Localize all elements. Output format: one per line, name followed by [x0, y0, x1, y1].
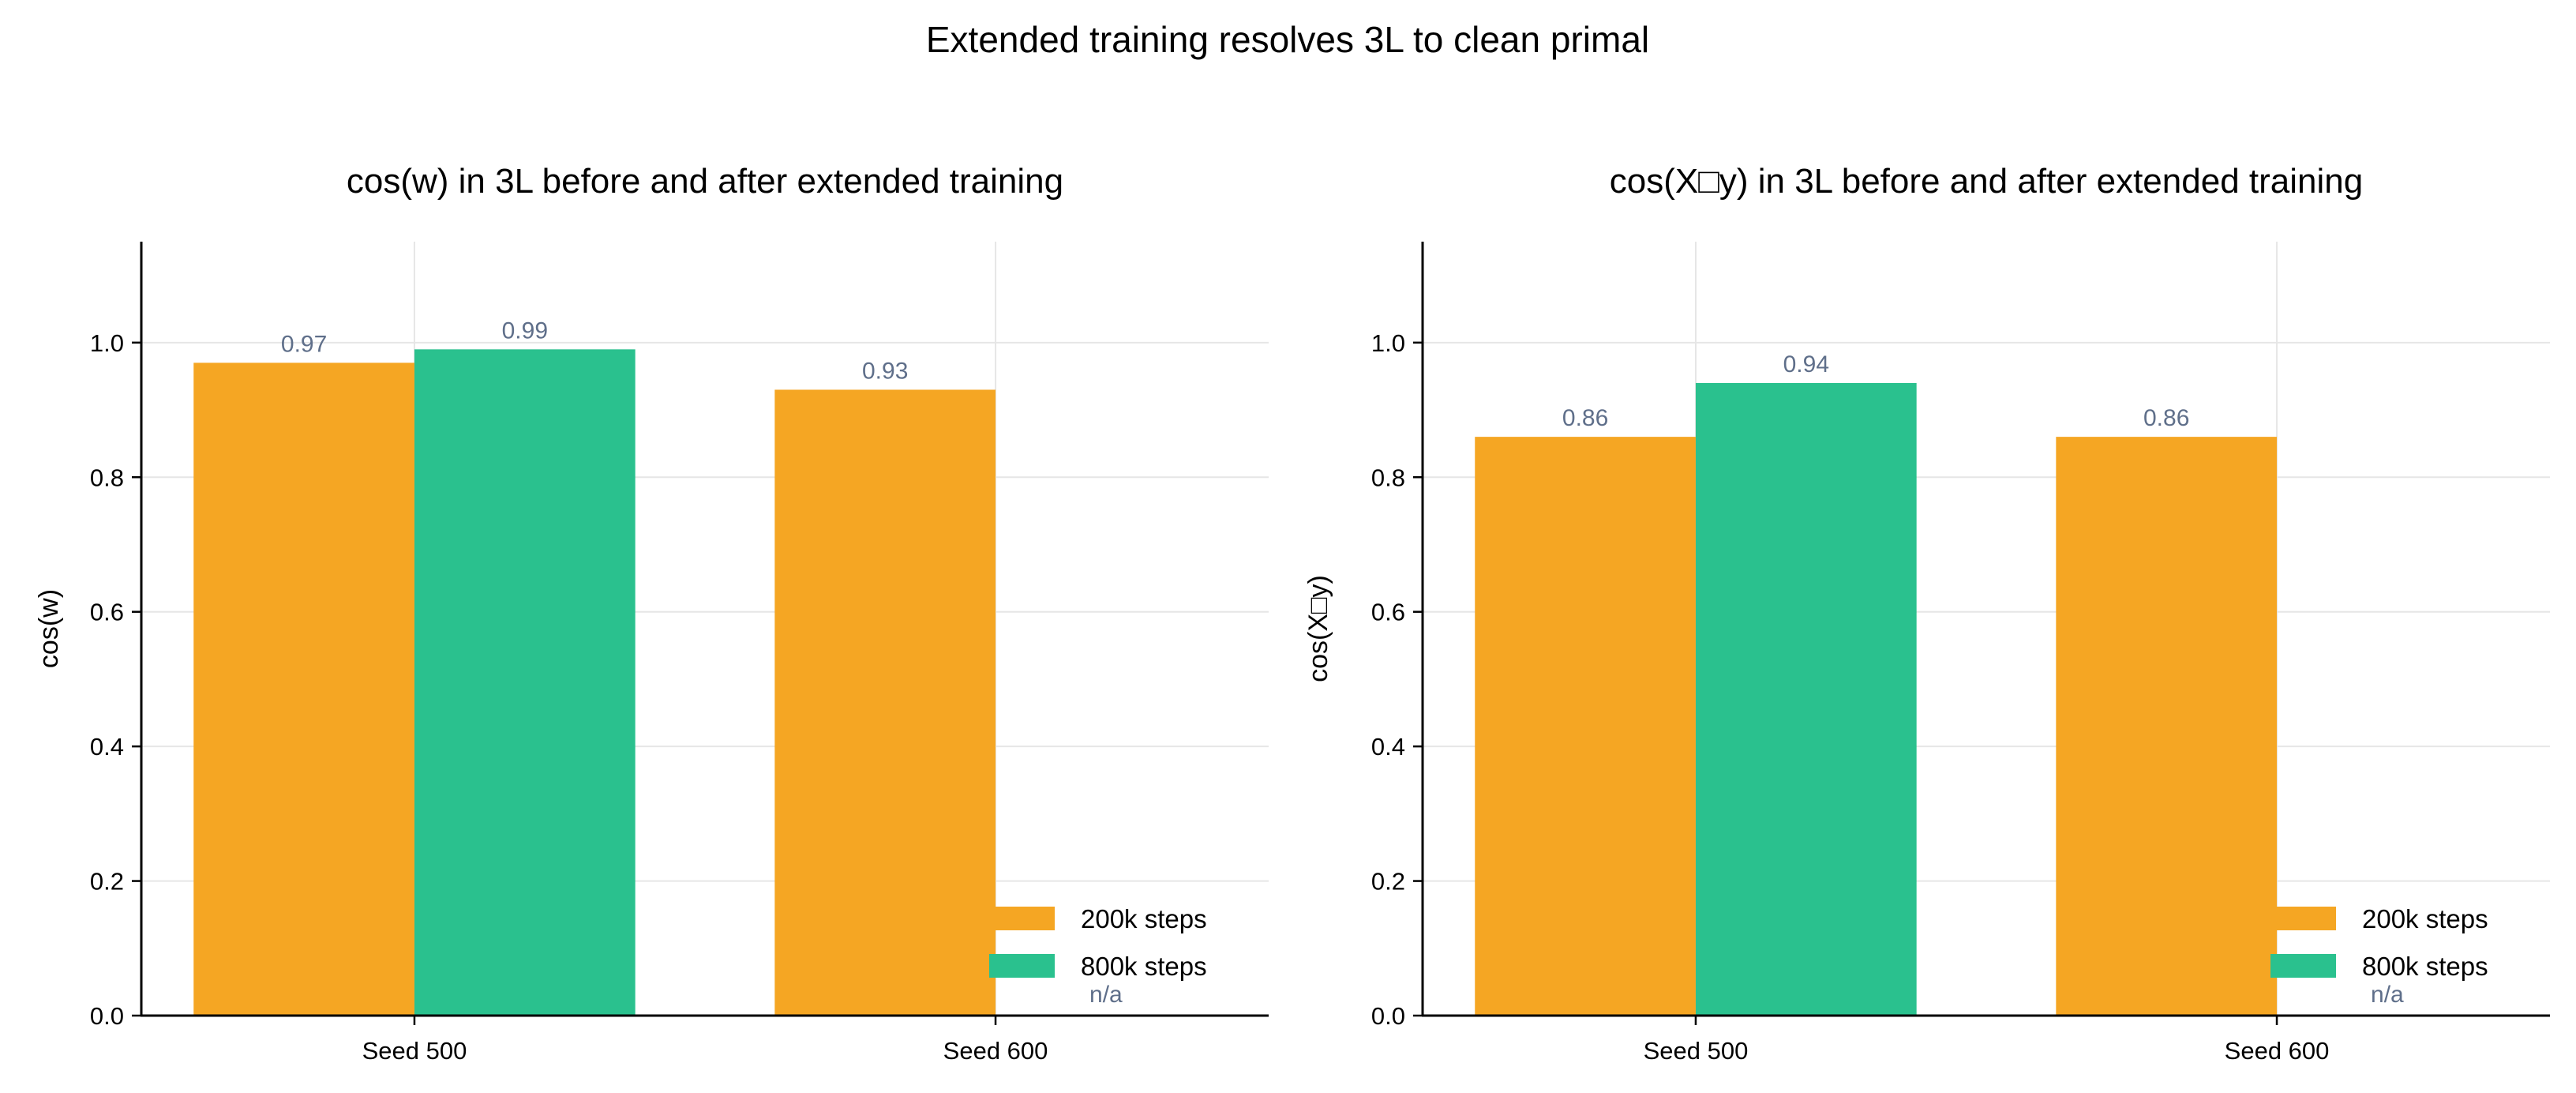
data-label: 0.86: [2143, 405, 2189, 431]
y-axis-label: cos(X□y): [1303, 575, 1333, 682]
panel-title: cos(X□y) in 3L before and after extended…: [1610, 162, 2363, 201]
x-tick-label: Seed 500: [362, 1037, 467, 1065]
data-label: 0.93: [862, 358, 908, 384]
bar-200k-steps-Seed-500: [193, 362, 414, 1016]
data-label: 0.97: [281, 331, 327, 357]
bar-800k-steps-Seed-500: [1695, 382, 1917, 1016]
x-tick-label: Seed 600: [2225, 1037, 2330, 1065]
legend-label: 800k steps: [1081, 952, 1207, 981]
y-tick-label: 0.6: [90, 599, 124, 626]
data-label: 0.86: [1562, 405, 1608, 431]
y-tick-label: 0.2: [1371, 868, 1405, 896]
legend-swatch-800k-steps: [2270, 954, 2336, 978]
data-label-na: n/a: [2371, 982, 2404, 1008]
y-tick-label: 0.0: [1371, 1002, 1405, 1030]
y-tick-label: 0.2: [90, 868, 124, 896]
legend: 200k steps 800k steps: [2270, 904, 2488, 981]
y-tick-label: 0.6: [1371, 599, 1405, 626]
data-label-na: n/a: [1089, 982, 1123, 1008]
y-tick-label: 1.0: [1371, 329, 1405, 357]
legend-label: 200k steps: [1081, 904, 1207, 933]
y-tick-label: 0.8: [1371, 464, 1405, 491]
legend-swatch-200k-steps: [2270, 907, 2336, 930]
y-tick-label: 0.0: [90, 1002, 124, 1030]
y-tick-label: 0.8: [90, 464, 124, 491]
panel-title: cos(w) in 3L before and after extended t…: [347, 162, 1063, 201]
legend-swatch-800k-steps: [989, 954, 1055, 978]
x-tick-label: Seed 600: [943, 1037, 1048, 1065]
legend-swatch-200k-steps: [989, 907, 1055, 930]
bar-200k-steps-Seed-600: [2056, 437, 2278, 1016]
bar-200k-steps-Seed-600: [774, 389, 996, 1016]
chart-panel-1: 0.97 0.93 0.99 n/a 0.0 0.2 0.4 0.6 0.8 1.0 Seed 50…: [34, 162, 1269, 1065]
legend-label: 200k steps: [2362, 904, 2488, 933]
legend-label: 800k steps: [2362, 952, 2488, 981]
figure-title: Extended training resolves 3L to clean p…: [926, 19, 1649, 60]
data-label: 0.99: [502, 317, 548, 344]
y-tick-label: 0.4: [1371, 733, 1405, 761]
y-axis-label: cos(w): [34, 589, 64, 668]
bar-800k-steps-Seed-500: [414, 349, 636, 1016]
legend: 200k steps 800k steps: [989, 904, 1207, 981]
y-tick-label: 1.0: [90, 329, 124, 357]
x-tick-label: Seed 500: [1644, 1037, 1749, 1065]
y-tick-label: 0.4: [90, 733, 124, 761]
data-label: 0.94: [1783, 351, 1829, 377]
chart-panel-2: 0.86 0.86 0.94 n/a 0.0 0.2 0.4 0.6 0.8 1.0 Seed 50…: [1303, 162, 2550, 1065]
bar-200k-steps-Seed-500: [1475, 437, 1696, 1016]
